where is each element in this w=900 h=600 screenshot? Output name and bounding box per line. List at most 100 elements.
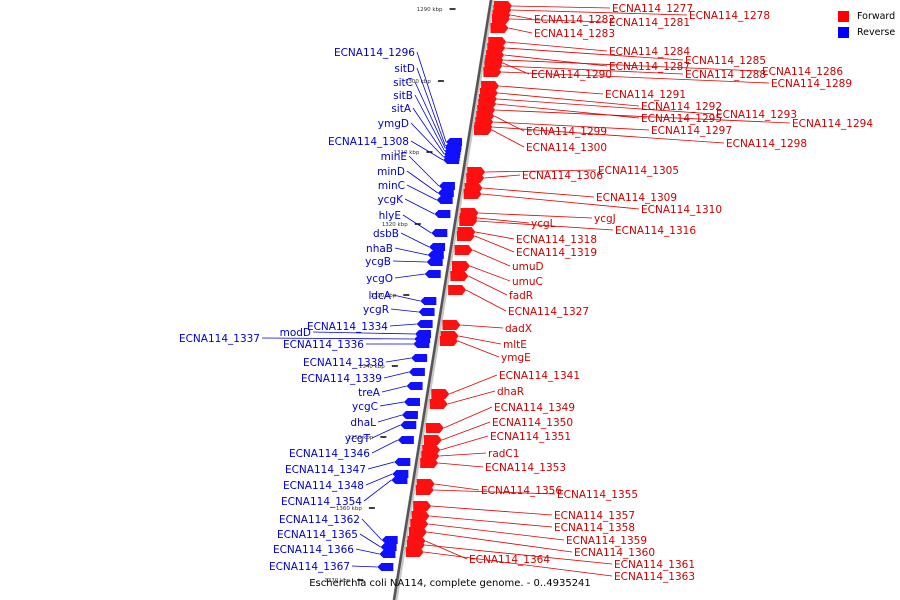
- legend-forward: Forward: [838, 8, 895, 24]
- forward-gene-arrow: [415, 485, 434, 495]
- forward-gene-label: ECNA114_1294: [792, 118, 873, 130]
- forward-gene-arrow: [459, 216, 478, 226]
- reverse-gene-arrow: [380, 543, 397, 551]
- reverse-gene-label: sitD: [394, 63, 415, 75]
- forward-gene-label: ECNA114_1298: [726, 138, 807, 150]
- reverse-gene-leader: [410, 140, 444, 161]
- forward-gene-arrow: [439, 336, 458, 346]
- forward-gene-label: ECNA114_1357: [554, 510, 635, 522]
- forward-gene-leader: [425, 540, 468, 560]
- forward-gene-label: ECNA114_1360: [574, 547, 655, 559]
- reverse-gene-leader: [416, 51, 447, 143]
- reverse-gene-leader: [379, 401, 405, 407]
- axis-tick-label: 1310 kbp: [393, 150, 419, 156]
- forward-gene-label: ECNA114_1287: [609, 61, 690, 73]
- reverse-gene-label: ycgK: [377, 194, 404, 206]
- forward-gene-arrow: [483, 67, 502, 77]
- reverse-gene-label: ECNA114_1296: [334, 47, 415, 59]
- forward-gene-arrow: [413, 501, 432, 511]
- forward-gene-leader: [506, 41, 608, 52]
- reverse-gene-leader: [402, 214, 432, 234]
- forward-gene-label: ECNA114_1353: [485, 462, 566, 474]
- forward-gene-label: ECNA114_1306: [522, 170, 603, 182]
- reverse-gene-leader: [408, 155, 440, 187]
- reverse-gene-leader: [312, 331, 416, 335]
- reverse-gene-label: ECNA114_1337: [179, 333, 260, 345]
- forward-gene-leader: [502, 65, 684, 75]
- reverse-gene-leader: [377, 414, 403, 423]
- axis-tick-label: 1370 kbp: [324, 578, 350, 584]
- forward-label: Forward: [857, 10, 896, 22]
- reverse-gene-label: ycgC: [352, 401, 378, 413]
- forward-gene-leader: [510, 14, 533, 20]
- reverse-gene-label: sitB: [393, 90, 413, 102]
- forward-gene-label: fadR: [509, 290, 533, 302]
- forward-gene-leader: [493, 121, 650, 131]
- reverse-gene-leader: [412, 107, 445, 155]
- forward-gene-arrow: [466, 173, 485, 183]
- forward-gene-leader: [491, 129, 525, 148]
- forward-gene-leader: [509, 18, 608, 23]
- forward-gene-leader: [434, 483, 480, 491]
- forward-gene-arrow: [450, 271, 469, 281]
- forward-gene-label: ycgJ: [594, 213, 616, 225]
- forward-gene-leader: [441, 421, 491, 441]
- reverse-gene-leader: [371, 439, 399, 454]
- forward-gene-label: ECNA114_1310: [641, 204, 722, 216]
- reverse-gene-label: ECNA114_1366: [273, 544, 354, 556]
- axis-tick-label: 1320 kbp: [382, 222, 408, 228]
- forward-gene-leader: [431, 505, 553, 516]
- forward-gene-arrow: [442, 320, 461, 330]
- forward-gene-leader: [478, 212, 593, 219]
- forward-gene-leader: [468, 275, 508, 296]
- forward-gene-label: radC1: [488, 448, 519, 460]
- genome-caption: Escherichia coli NA114, complete genome.…: [309, 578, 591, 589]
- forward-gene-leader: [502, 62, 530, 75]
- reverse-gene-label: ycgR: [363, 304, 389, 316]
- forward-gene-label: ECNA114_1285: [685, 55, 766, 67]
- reverse-gene-label: ECNA114_1362: [279, 514, 360, 526]
- forward-gene-label: ECNA114_1355: [557, 489, 638, 501]
- reverse-gene-leader: [383, 371, 409, 379]
- reverse-gene-arrow: [431, 229, 448, 237]
- forward-gene-label: ECNA114_1295: [641, 113, 722, 125]
- reverse-gene-leader: [414, 94, 445, 152]
- reverse-gene-label: minC: [378, 180, 405, 192]
- forward-gene-leader: [477, 220, 614, 231]
- forward-gene-leader: [501, 71, 770, 84]
- reverse-gene-arrow: [424, 270, 441, 278]
- reverse-gene-label: nhaB: [366, 243, 393, 255]
- reverse-gene-leader: [261, 337, 415, 340]
- forward-gene-label: ECNA114_1319: [516, 247, 597, 259]
- forward-gene-label: mltE: [503, 339, 527, 351]
- reverse-gene-arrow: [404, 398, 421, 406]
- forward-gene-label: ECNA114_1283: [534, 28, 615, 40]
- forward-gene-leader: [469, 265, 511, 282]
- forward-gene-leader: [496, 98, 715, 115]
- forward-gene-arrow: [491, 14, 510, 24]
- forward-gene-leader: [439, 452, 487, 457]
- forward-gene-leader: [508, 27, 533, 34]
- reverse-gene-label: ECNA114_1338: [303, 357, 384, 369]
- forward-gene-label: ECNA114_1305: [598, 165, 679, 177]
- reverse-gene-label: dsbB: [373, 228, 399, 240]
- forward-swatch: [838, 10, 849, 22]
- reverse-gene-label: ymgD: [378, 118, 409, 130]
- forward-gene-label: ECNA114_1297: [651, 125, 732, 137]
- reverse-gene-leader: [414, 81, 446, 149]
- forward-gene-leader: [472, 249, 511, 267]
- reverse-gene-leader: [363, 479, 392, 502]
- reverse-gene-arrow: [413, 340, 430, 348]
- forward-gene-leader: [449, 374, 498, 395]
- forward-gene-label: ECNA114_1277: [612, 3, 693, 15]
- reverse-gene-leader: [392, 260, 427, 263]
- reverse-gene-label: ECNA114_1308: [328, 136, 409, 148]
- forward-gene-leader: [424, 544, 613, 565]
- reverse-gene-label: ycgB: [365, 256, 391, 268]
- reverse-gene-label: dhaL: [350, 417, 376, 429]
- reverse-gene-label: minD: [377, 166, 405, 178]
- forward-gene-leader: [438, 462, 484, 468]
- forward-gene-leader: [460, 324, 504, 329]
- reverse-gene-arrow: [429, 243, 446, 251]
- reverse-gene-label: sitC: [393, 77, 413, 89]
